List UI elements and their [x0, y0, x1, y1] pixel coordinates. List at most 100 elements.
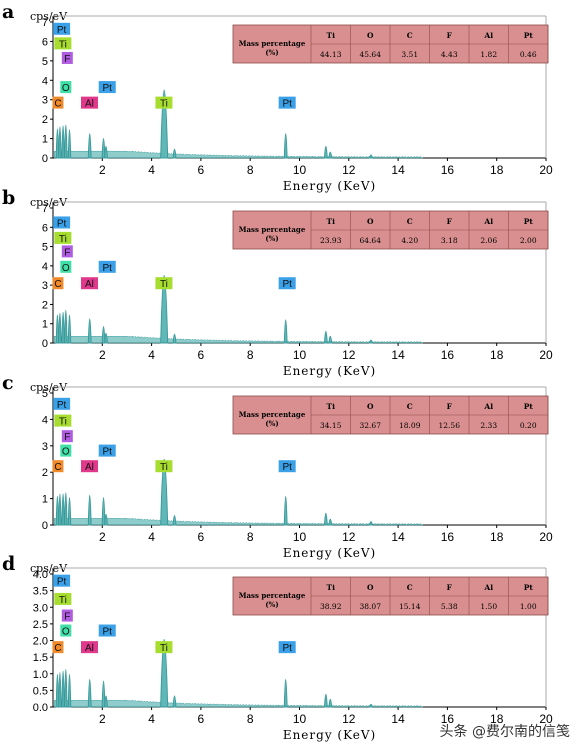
element-label: Ti: [59, 595, 67, 606]
element-label: F: [64, 247, 70, 258]
spectrum-peak: [58, 312, 62, 344]
element-label-box: [278, 96, 296, 109]
x-tick-label: 10: [293, 163, 307, 177]
spectrum-peak: [283, 679, 288, 708]
y-tick-label: 5: [42, 242, 48, 254]
element-label-box: [52, 460, 64, 473]
y-tick-label: 2: [42, 467, 48, 479]
element-label: O: [62, 627, 70, 638]
table-row-header: Mass percentage: [239, 225, 306, 234]
y-tick-label: 0.5: [33, 685, 48, 697]
table-cell-value: 38.92: [320, 602, 342, 611]
x-tick-label: 4: [148, 348, 155, 362]
spectrum-background: [53, 336, 423, 344]
spectrum-peak: [323, 330, 328, 344]
table-col-header: Pt: [524, 31, 534, 40]
x-tick-label: 12: [342, 712, 356, 726]
element-label: Ti: [59, 39, 67, 50]
table-cell-value: 23.93: [320, 236, 342, 245]
element-label-box: [80, 277, 98, 290]
y-tick-label: 1: [42, 319, 48, 331]
x-tick-label: 16: [441, 712, 455, 726]
spectrum-peak: [64, 124, 68, 159]
watermark-text: 头条 @费尔南的信笺: [439, 724, 570, 740]
x-axis-label: Energy (KeV): [283, 364, 376, 378]
y-tick-label: 0.0: [33, 702, 48, 714]
element-label-box: [98, 624, 116, 637]
spectrum-peak: [58, 672, 62, 708]
y-tick-label: 0: [42, 520, 48, 532]
element-label: Ti: [160, 462, 168, 473]
y-tick-label: 3.5: [33, 586, 48, 598]
spectrum-peak: [61, 493, 65, 526]
panel-letter: d: [2, 553, 15, 575]
element-label: C: [54, 643, 61, 654]
element-label: Pt: [103, 83, 113, 94]
spectrum-peak: [55, 314, 60, 344]
x-tick-label: 14: [391, 163, 405, 177]
element-label: Ti: [59, 234, 67, 245]
element-label: Al: [85, 99, 94, 110]
x-tick-label: 6: [198, 348, 205, 362]
element-label-box: [60, 624, 72, 637]
x-tick-label: 6: [198, 712, 205, 726]
y-tick-label: 3: [42, 441, 48, 453]
element-label: Pt: [282, 279, 292, 290]
x-tick-label: 12: [342, 530, 356, 544]
table-cell-value: 2.00: [520, 236, 537, 245]
table-cell-value: 2.33: [480, 421, 497, 430]
element-label: Pt: [57, 400, 67, 411]
x-tick-label: 14: [391, 712, 405, 726]
table-cell-value: 64.64: [360, 236, 382, 245]
table-cell-value: 44.13: [320, 50, 342, 59]
y-tick-label: 2.0: [33, 636, 48, 648]
x-tick-label: 14: [391, 530, 405, 544]
spectrum-peak: [67, 673, 72, 708]
element-label-box: [61, 51, 73, 64]
element-label-box: [54, 592, 72, 605]
y-tick-label: 4: [42, 414, 48, 426]
table-col-header: F: [447, 583, 453, 592]
element-label-box: [155, 460, 173, 473]
table-cell-value: 4.20: [401, 236, 418, 245]
y-axis-label: cps/eV: [30, 10, 68, 23]
x-tick-label: 6: [198, 163, 205, 177]
table-col-header: F: [447, 31, 453, 40]
spectrum-peak: [283, 133, 288, 159]
x-axis-label: Energy (KeV): [283, 546, 376, 560]
y-tick-label: 0: [42, 153, 48, 165]
spectrum-peak: [87, 679, 92, 708]
element-label: F: [64, 54, 70, 65]
table-row-header-unit: (%): [265, 600, 278, 609]
table-cell-value: 45.64: [360, 50, 382, 59]
element-label-box: [53, 397, 71, 410]
spectrum-peak: [323, 693, 328, 708]
table-cell-value: 0.20: [520, 421, 537, 430]
element-label-box: [52, 96, 64, 109]
spectrum-peak: [172, 515, 177, 526]
x-tick-label: 20: [539, 348, 553, 362]
x-tick-label: 16: [441, 348, 455, 362]
element-label-box: [61, 430, 73, 443]
spectrum-peak: [328, 151, 333, 159]
element-label: Pt: [282, 643, 292, 654]
x-tick-label: 4: [148, 163, 155, 177]
table-col-header: F: [447, 217, 453, 226]
x-tick-label: 20: [539, 712, 553, 726]
y-tick-label: 7: [42, 203, 48, 215]
y-tick-label: 3: [42, 280, 48, 292]
spectrum-peak: [160, 458, 169, 526]
element-label: Ti: [59, 417, 67, 428]
spectrum-peak: [58, 126, 62, 159]
spectrum-peak: [55, 496, 60, 526]
x-tick-label: 16: [441, 530, 455, 544]
spectrum-background: [53, 518, 423, 526]
element-label-box: [155, 96, 173, 109]
table-cell-value: 34.15: [320, 421, 342, 430]
y-axis-label: cps/eV: [30, 562, 68, 575]
table-col-header: C: [407, 31, 413, 40]
element-label-box: [278, 277, 296, 290]
element-label-box: [155, 641, 173, 654]
